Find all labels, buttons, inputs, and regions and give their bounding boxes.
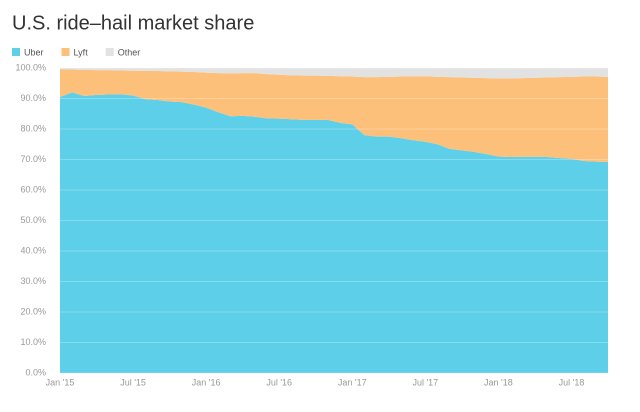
y-tick-label: 0.0%	[25, 367, 46, 377]
x-tick-label: Jan '16	[192, 377, 221, 387]
legend-label: Uber	[24, 47, 44, 57]
y-tick-label: 60.0%	[20, 184, 46, 194]
y-tick-label: 50.0%	[20, 215, 46, 225]
y-tick-label: 90.0%	[20, 93, 46, 103]
chart-title: U.S. ride–hail market share	[12, 12, 254, 34]
y-tick-label: 100.0%	[15, 62, 46, 72]
legend-swatch	[61, 48, 70, 56]
y-tick-label: 10.0%	[20, 337, 46, 347]
legend-swatch	[12, 48, 20, 56]
legend-swatch	[105, 48, 114, 56]
x-tick-label: Jul '18	[559, 377, 585, 387]
area	[60, 69, 608, 162]
legend-label: Other	[118, 47, 141, 57]
area	[60, 92, 608, 374]
area	[60, 68, 608, 79]
x-tick-label: Jan '18	[484, 377, 513, 387]
y-tick-label: 70.0%	[20, 154, 46, 164]
x-tick-label: Jul '17	[412, 377, 438, 387]
x-tick-label: Jul '15	[120, 377, 146, 387]
y-tick-label: 30.0%	[20, 276, 46, 286]
y-tick-label: 20.0%	[20, 306, 46, 316]
x-tick-label: Jan '17	[338, 377, 367, 387]
y-tick-label: 40.0%	[20, 245, 46, 255]
y-tick-label: 80.0%	[20, 123, 46, 133]
legend-label: Lyft	[74, 47, 89, 57]
x-tick-label: Jul '16	[266, 377, 292, 387]
x-tick-label: Jan '15	[46, 377, 75, 387]
